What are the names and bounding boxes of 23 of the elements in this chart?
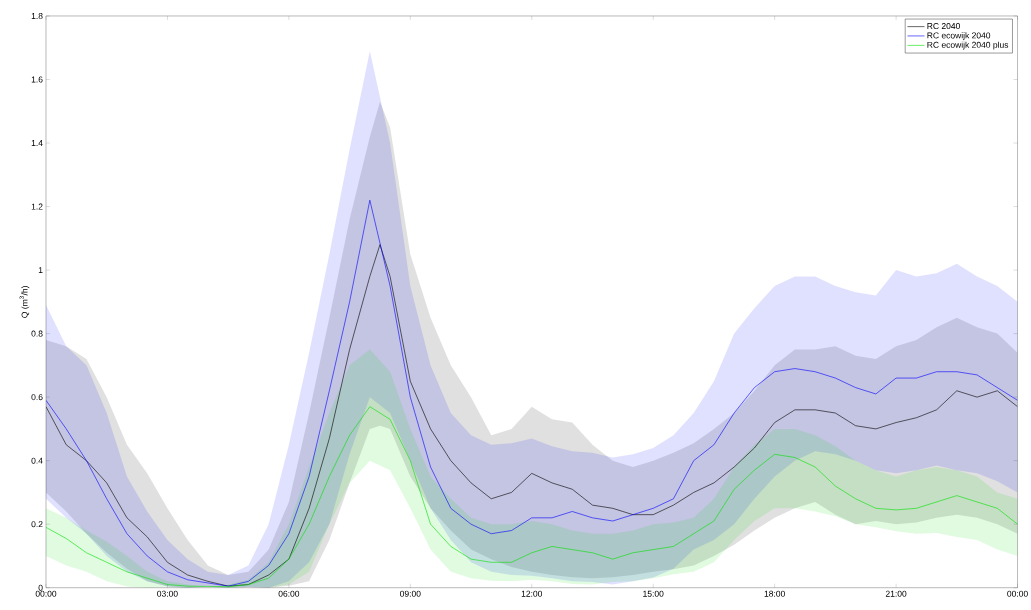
x-tick-label: 00:00 <box>35 590 57 597</box>
x-tick-label: 18:00 <box>764 590 785 597</box>
y-tick-label: 1 <box>38 267 43 274</box>
legend-label: RC ecowijk 2040 plus <box>927 41 1009 50</box>
legend-label: RC ecowijk 2040 <box>927 32 991 41</box>
x-tick-label: 12:00 <box>521 590 543 597</box>
x-tick-label: 09:00 <box>400 590 421 597</box>
y-tick-label: 0.8 <box>31 330 43 337</box>
legend-label: RC 2040 <box>927 23 960 30</box>
y-tick-label: 1.6 <box>31 76 43 83</box>
y-tick-label: 0 <box>38 584 43 591</box>
y-tick-label: 0.2 <box>31 521 43 528</box>
y-tick-label: 1.4 <box>31 140 43 147</box>
x-tick-label: 03:00 <box>157 590 178 597</box>
x-tick-label: 00:00 <box>1007 590 1028 597</box>
x-tick-label: 15:00 <box>643 590 664 597</box>
y-tick-label: 0.6 <box>31 394 43 401</box>
x-tick-label: 06:00 <box>278 590 300 597</box>
y-tick-label: 1.8 <box>31 13 43 20</box>
y-axis-title: Q (m$^{3}$/h) <box>19 286 30 318</box>
y-tick-label: 0.4 <box>31 457 43 464</box>
y-tick-label: 1.2 <box>31 203 43 210</box>
x-tick-label: 21:00 <box>885 590 907 597</box>
